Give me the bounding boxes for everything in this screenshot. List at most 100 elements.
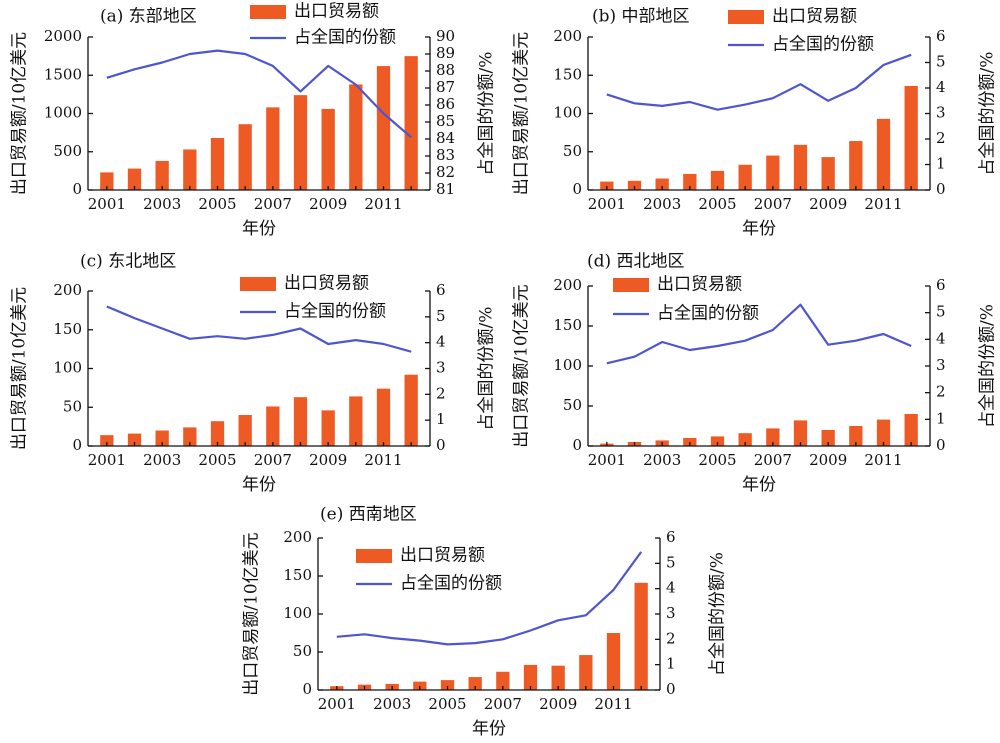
bar: [600, 181, 614, 190]
y2-tick-label: 3: [436, 359, 446, 377]
y-tick-label: 0: [572, 180, 582, 198]
legend-bar-label: 出口贸易额: [657, 275, 742, 295]
x-tick-label: 2007: [754, 451, 792, 469]
panel-title: (a) 东部地区: [100, 7, 197, 27]
panel-title: (d) 西北地区: [587, 252, 685, 272]
bar: [468, 677, 482, 690]
y2-tick-label: 5: [936, 53, 946, 71]
bar: [627, 180, 642, 190]
legend-bar-label: 出口贸易额: [294, 2, 379, 22]
y-axis-title: 出口贸易额/10亿美元: [10, 32, 30, 195]
panel-southwest: (e) 西南地区 0 50 100 150 200 0 1 2 3 4 5 6 2001 2003 2005 2…: [242, 505, 728, 740]
y-tick-label: 100: [553, 104, 582, 122]
y2-tick-label: 4: [666, 579, 676, 597]
bar: [793, 420, 808, 446]
x-tick-label: 2003: [643, 195, 681, 213]
x-tick-label: 2001: [88, 451, 126, 469]
x-tick-label: 2001: [88, 195, 126, 213]
bar: [904, 414, 918, 446]
x-tick-label: 2009: [809, 451, 847, 469]
bar: [766, 428, 780, 446]
y2-tick-label: 2: [936, 129, 946, 147]
bar: [183, 149, 197, 190]
y-tick-label: 100: [553, 356, 582, 374]
x-tick-label: 2009: [809, 195, 847, 213]
bar: [266, 107, 280, 190]
bar: [266, 406, 280, 446]
bar: [766, 155, 780, 190]
x-tick-label: 2005: [198, 195, 236, 213]
y-tick-label: 50: [563, 396, 582, 414]
y-tick-label: 0: [302, 680, 312, 698]
bar: [404, 374, 418, 446]
panel-title: (c) 东北地区: [80, 252, 176, 272]
y2-tick-label: 1: [666, 655, 676, 673]
y2-tick-label: 85: [436, 112, 455, 130]
share-line: [606, 303, 912, 365]
bar: [155, 160, 169, 190]
y2-tick-label: 3: [666, 604, 676, 622]
y2-tick-label: 5: [436, 307, 446, 325]
bar: [849, 141, 863, 190]
y2-tick-label: 4: [436, 333, 446, 351]
y-tick-label: 500: [53, 142, 82, 160]
y2-tick-label: 86: [436, 95, 455, 113]
y2-tick-label: 0: [436, 436, 446, 454]
panel-title: (e) 西南地区: [320, 505, 417, 525]
x-axis-title: 年份: [742, 475, 776, 495]
legend-bar-swatch: [250, 5, 286, 19]
bar: [710, 170, 725, 190]
legend-bar-label: 出口贸易额: [284, 274, 369, 294]
legend-bar-swatch: [728, 10, 764, 24]
panel-central: (b) 中部地区 0 50 100 150 200 0 1 2 3 4 5 6 2001 2003 2005 2…: [512, 7, 998, 240]
legend-line-label: 占全国的份额: [657, 304, 759, 324]
y2-tick-label: 5: [936, 303, 946, 321]
bar: [293, 95, 308, 190]
x-tick-label: 2001: [588, 195, 626, 213]
bar: [821, 157, 835, 190]
bar: [210, 137, 225, 190]
bar: [793, 144, 808, 190]
x-tick-label: 2011: [364, 451, 402, 469]
y2-tick-label: 88: [436, 61, 455, 79]
x-tick-label: 2009: [539, 695, 577, 713]
y-tick-label: 50: [563, 142, 582, 160]
x-tick-label: 2003: [143, 451, 181, 469]
y-tick-label: 50: [63, 397, 82, 415]
bar: [551, 665, 565, 690]
y2-tick-label: 1: [436, 410, 446, 428]
y-axis-title: 出口贸易额/10亿美元: [512, 284, 532, 447]
share-line: [106, 305, 412, 353]
y2-tick-label: 3: [936, 356, 946, 374]
y2-tick-label: 82: [436, 163, 455, 181]
bar: [413, 681, 427, 690]
bar: [321, 410, 335, 446]
legend-bar-swatch: [613, 278, 649, 292]
y2-tick-label: 2: [666, 629, 676, 647]
x-tick-label: 2011: [364, 195, 402, 213]
y2-tick-label: 83: [436, 146, 455, 164]
bar: [183, 427, 197, 446]
legend-line-label: 占全国的份额: [284, 302, 386, 322]
x-tick-label: 2011: [594, 695, 632, 713]
bar: [683, 173, 697, 190]
y-tick-label: 200: [553, 27, 582, 45]
y-tick-label: 0: [72, 180, 82, 198]
x-tick-label: 2005: [698, 195, 736, 213]
bar: [606, 633, 621, 690]
x-tick-label: 2005: [198, 451, 236, 469]
y-tick-label: 200: [53, 281, 82, 299]
y2-tick-label: 1: [936, 155, 946, 173]
y-tick-label: 1000: [44, 104, 82, 122]
bar: [738, 164, 752, 190]
bar: [904, 85, 918, 190]
bar: [496, 671, 510, 690]
y2-tick-label: 6: [436, 281, 446, 299]
y-tick-label: 200: [553, 276, 582, 294]
y-tick-label: 50: [293, 642, 312, 660]
panel-northwest: (d) 西北地区 0 50 100 150 200 0 1 2 3 4 5 6 2001 2003 2005 2…: [512, 252, 998, 496]
bar: [349, 84, 363, 190]
y-tick-label: 100: [53, 359, 82, 377]
y2-tick-label: 1: [936, 409, 946, 427]
y2-tick-label: 87: [436, 78, 455, 96]
